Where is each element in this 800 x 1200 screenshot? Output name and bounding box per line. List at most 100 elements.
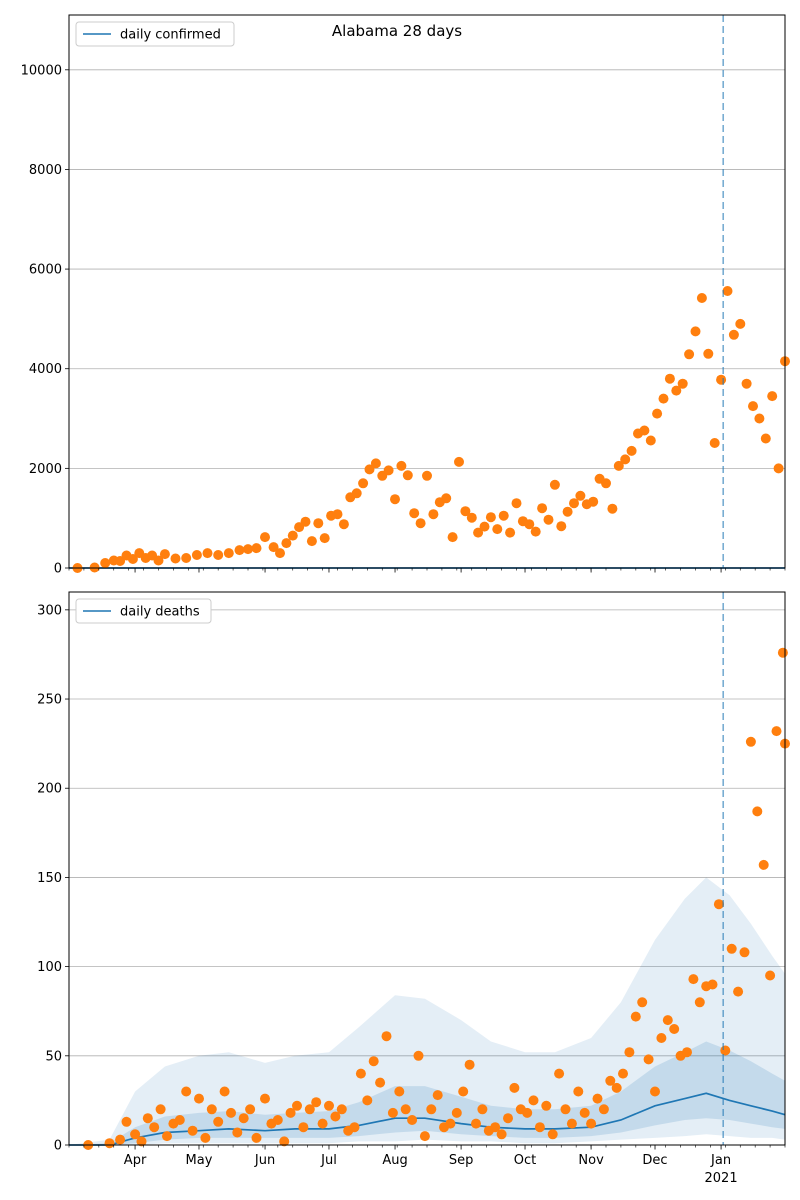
data-point (181, 1086, 192, 1097)
data-point (332, 509, 343, 520)
data-point (630, 1011, 641, 1022)
data-point (396, 460, 407, 471)
data-point (537, 503, 548, 514)
model-line (69, 1092, 786, 1146)
data-point (592, 1093, 603, 1104)
y-tick-label: 200 (37, 782, 62, 797)
data-point (471, 1118, 481, 1129)
data-point (496, 1129, 507, 1140)
confirmed-legend-box (75, 21, 235, 47)
data-point (219, 1086, 230, 1097)
data-point (311, 1097, 322, 1108)
chart-title: Alabama 28 days (332, 22, 462, 40)
data-point (445, 1118, 456, 1129)
data-point (223, 548, 234, 559)
data-point (677, 378, 688, 389)
x-tick-label: Jun (254, 1153, 275, 1168)
data-point (104, 1138, 115, 1149)
data-point (579, 1107, 590, 1118)
confirmed-grid (69, 69, 785, 569)
data-point (272, 1115, 283, 1125)
data-point (400, 1104, 411, 1115)
data-point (767, 391, 778, 402)
data-point (735, 318, 746, 329)
data-point (313, 518, 324, 529)
data-point (336, 1104, 347, 1115)
data-point (159, 549, 170, 560)
data-point (554, 1068, 565, 1079)
data-point (656, 1033, 667, 1043)
data-point (287, 530, 298, 541)
data-point (503, 1113, 513, 1124)
data-point (777, 647, 788, 658)
data-point (213, 550, 224, 560)
y-tick-label: 0 (54, 1139, 62, 1154)
data-point (243, 544, 253, 555)
data-point (362, 1095, 373, 1106)
data-point (601, 478, 611, 489)
data-point (338, 519, 349, 530)
data-point (422, 470, 432, 481)
y-tick-label: 8000 (29, 163, 62, 178)
data-point (645, 435, 656, 446)
data-point (251, 543, 262, 554)
data-point (509, 1082, 520, 1093)
data-point (162, 1131, 172, 1142)
data-point (690, 326, 701, 337)
data-point (260, 1093, 270, 1104)
x-tick-label: Nov (578, 1153, 604, 1168)
data-point (620, 454, 631, 465)
data-point (694, 997, 705, 1008)
confirmed-y-ticks: 0 2000 4000 6000 8000 10000 (21, 63, 69, 577)
data-point (684, 349, 695, 360)
data-point (458, 1086, 469, 1097)
data-point (464, 1059, 475, 1070)
data-point (375, 1077, 386, 1088)
data-point (381, 1031, 392, 1042)
band-outer (69, 877, 785, 1145)
data-point (613, 460, 624, 471)
data-point (543, 514, 554, 525)
confirmed-legend-label: daily confirmed (120, 28, 221, 43)
data-point (387, 1107, 398, 1118)
data-point (466, 512, 477, 523)
x-tick-label: Apr (124, 1153, 147, 1168)
data-point (752, 806, 763, 817)
data-point (490, 1122, 501, 1133)
data-point (130, 1129, 141, 1140)
x-tick-label: Jul (320, 1153, 337, 1168)
deaths-panel: 0 50 100 150 200 250 300 Apr May Jun Jul Aug Sep Oct… (37, 591, 790, 1186)
data-point (213, 1116, 224, 1127)
y-tick-label: 150 (37, 871, 62, 886)
data-point (260, 532, 270, 543)
x-year-label: 2021 (705, 1171, 738, 1186)
data-point (245, 1104, 256, 1115)
data-point (505, 527, 516, 538)
confirmed-panel: 0 2000 4000 6000 8000 10000 Alabama 28 days d… (21, 14, 790, 577)
deaths-points (83, 647, 790, 1150)
data-point (394, 1086, 405, 1097)
data-point (626, 445, 637, 456)
data-point (187, 1125, 198, 1136)
data-point (368, 1056, 379, 1067)
data-point (200, 1132, 211, 1143)
data-point (234, 545, 245, 556)
data-point (304, 1104, 315, 1115)
data-point (355, 1068, 366, 1079)
y-tick-label: 300 (37, 603, 62, 618)
data-point (549, 479, 560, 490)
data-point (618, 1068, 628, 1079)
data-point (598, 1104, 609, 1115)
deaths-x-ticks: Apr May Jun Jul Aug Sep Oct Nov Dec Jan 2021 (68, 1145, 786, 1186)
data-point (349, 1122, 360, 1133)
data-point (155, 1104, 166, 1115)
data-point (709, 438, 720, 448)
data-point (319, 533, 330, 544)
data-point (713, 899, 724, 910)
data-point (127, 554, 138, 564)
data-point (317, 1118, 328, 1129)
data-point (720, 1045, 731, 1056)
confirmed-points (72, 286, 790, 573)
data-point (492, 524, 503, 535)
